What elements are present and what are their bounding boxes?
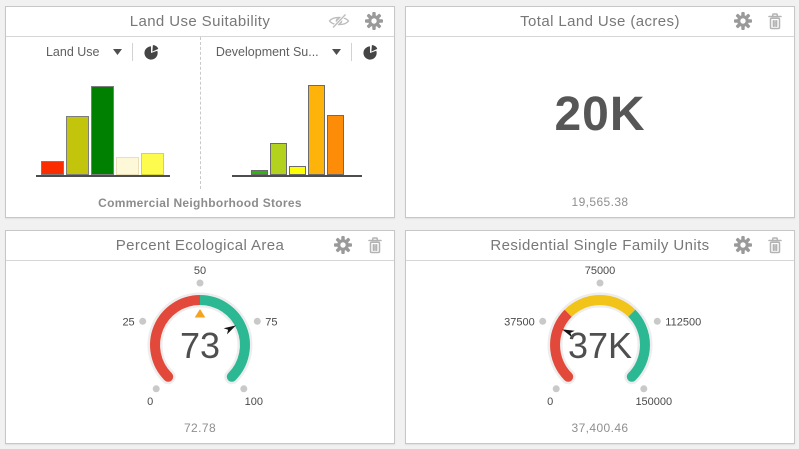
kpi-value: 20K <box>554 88 646 141</box>
toolbar-divider <box>131 43 133 61</box>
header-actions <box>734 7 783 35</box>
chart-caption: Commercial Neighborhood Stores <box>98 196 302 210</box>
delete-trash-icon[interactable] <box>767 12 783 30</box>
settings-gear-icon[interactable] <box>734 12 752 30</box>
development-suitability-dropdown[interactable]: Development Su... <box>216 45 341 59</box>
gauge-percent-ecological: 0 25 50 75 100 73 <box>122 265 277 408</box>
bar <box>326 115 344 175</box>
visibility-off-icon[interactable] <box>328 13 350 29</box>
gauge-tick-label: 0 <box>147 396 153 408</box>
settings-gear-icon[interactable] <box>365 12 383 30</box>
gauge-arc-end <box>563 371 574 382</box>
bar-chart-land-use <box>6 67 200 189</box>
gauge-tick-label: 150000 <box>635 396 672 408</box>
gauge-tick-dot <box>596 279 604 287</box>
gauge-segment <box>550 309 572 381</box>
panel-header: Land Use Suitability <box>6 7 394 37</box>
gauge-segment <box>628 309 650 381</box>
chart-toolbar: Development Su... <box>201 37 395 67</box>
header-actions <box>328 7 383 35</box>
x-axis-line <box>232 175 363 177</box>
bar <box>250 170 268 175</box>
gauge-tick-dot <box>152 385 160 393</box>
gauge-tick-label: 0 <box>547 396 553 408</box>
bar <box>66 116 90 175</box>
caret-down-icon <box>331 49 341 55</box>
bar-group <box>250 85 344 175</box>
dropdown-label: Land Use <box>45 45 100 59</box>
panel-header: Residential Single Family Units <box>406 231 794 261</box>
panel-land-use-suitability: Land Use Suitability <box>5 6 395 218</box>
chart-module-land-use: Land Use <box>6 37 200 189</box>
gauge-tick-label: 75 <box>265 316 277 328</box>
panel-header: Percent Ecological Area <box>6 231 394 261</box>
chart-toolbar: Land Use <box>6 37 200 67</box>
gauge-arc-end <box>626 371 637 382</box>
gauge-residential-units: 0 37500 75000 112500 150000 37K <box>504 265 701 408</box>
header-actions <box>734 231 783 259</box>
bar <box>141 153 165 175</box>
gauge-tick-dot <box>640 385 648 393</box>
panel-title: Total Land Use (acres) <box>520 13 680 30</box>
chart-module-development-suitability: Development Su... <box>199 37 395 189</box>
gauge-tick-dot <box>240 385 248 393</box>
gauge-tick-label: 100 <box>245 396 263 408</box>
gauge-tick-label: 25 <box>122 316 134 328</box>
gauge-segment <box>564 295 636 317</box>
x-axis-line <box>35 175 170 177</box>
bar-group <box>41 86 165 175</box>
panel-title: Land Use Suitability <box>129 13 271 30</box>
kpi-sub-value: 19,565.38 <box>571 195 629 209</box>
dropdown-label: Development Su... <box>215 45 319 59</box>
toolbar-divider <box>350 43 352 61</box>
gauge-threshold-marker <box>194 309 206 318</box>
charts-row: Land Use <box>6 37 394 189</box>
gauge-sub-value: 72.78 <box>183 421 217 435</box>
pie-chart-type-icon[interactable] <box>143 44 160 61</box>
gauge-segment <box>199 295 250 381</box>
panel-title: Percent Ecological Area <box>115 237 285 254</box>
gauge-tick-label: 37500 <box>504 316 535 328</box>
gauge-needle <box>562 329 575 338</box>
gauge-tick-dot <box>653 317 661 325</box>
settings-gear-icon[interactable] <box>734 236 752 254</box>
gauge-arc-end <box>163 371 174 382</box>
gauge-tick-label: 112500 <box>665 316 701 328</box>
gauge-tick-dot <box>139 317 147 325</box>
panel-total-land-use: Total Land Use (acres) <box>405 6 795 218</box>
bar <box>41 161 65 175</box>
bar-chart-development-suitability <box>201 67 395 189</box>
delete-trash-icon[interactable] <box>367 236 383 254</box>
header-actions <box>334 231 383 259</box>
bar <box>307 85 325 175</box>
bar <box>116 157 140 175</box>
caret-down-icon <box>112 49 122 55</box>
gauge-tick-label: 50 <box>194 265 206 277</box>
gauge-value: 73 <box>180 325 220 366</box>
panel-residential-single-family-units: Residential Single Family Units <box>405 230 795 444</box>
gauge-tick-dot <box>539 317 547 325</box>
panel-percent-ecological-area: Percent Ecological Area <box>5 230 395 444</box>
bar <box>91 86 115 175</box>
gauge-tick-dot <box>552 385 560 393</box>
bar <box>288 166 306 175</box>
gauge-tick-label: 75000 <box>585 265 616 277</box>
delete-trash-icon[interactable] <box>767 236 783 254</box>
panel-header: Total Land Use (acres) <box>406 7 794 37</box>
gauge-arc-end <box>226 371 237 382</box>
bar <box>269 143 287 175</box>
land-use-dropdown[interactable]: Land Use <box>46 45 122 59</box>
gauge-sub-value: 37,400.46 <box>571 421 629 435</box>
gauge-segment <box>150 295 201 381</box>
settings-gear-icon[interactable] <box>334 236 352 254</box>
gauge-needle <box>223 325 236 335</box>
gauge-value: 37K <box>568 325 632 366</box>
gauge-tick-dot <box>196 279 204 287</box>
panel-title: Residential Single Family Units <box>490 237 710 254</box>
gauge-tick-dot <box>253 317 261 325</box>
pie-chart-type-icon[interactable] <box>362 44 379 61</box>
